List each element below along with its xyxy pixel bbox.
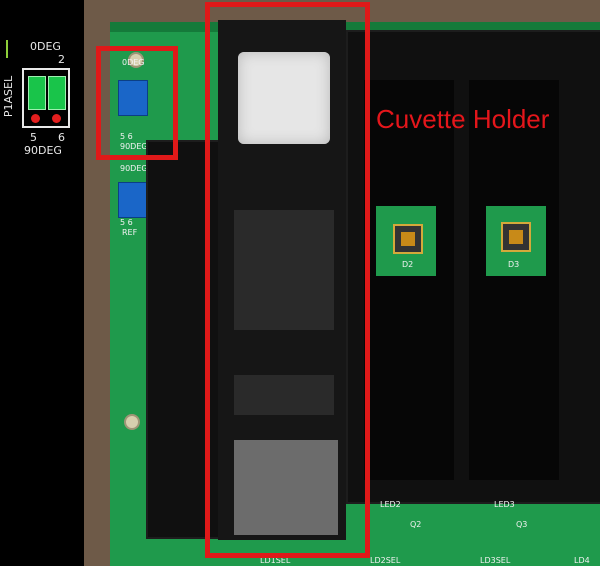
indicator-line [6, 40, 8, 58]
silk-led2: LED2 [380, 500, 401, 509]
silk-90deg-b: 90DEG [120, 164, 148, 173]
jumper-header-p1asel [118, 80, 148, 116]
jumper-diagram [22, 68, 70, 128]
inset-90deg-label: 90DEG [24, 144, 62, 157]
silk-q2: Q2 [410, 520, 422, 529]
photodiode-d3 [501, 222, 531, 252]
silk-0deg: 0DEG [122, 58, 145, 67]
silk-d3: D3 [508, 260, 520, 269]
jumper-schematic-inset: 0DEG 2 P1ASEL 5 6 90DEG [0, 0, 84, 566]
mounting-hole [124, 414, 140, 430]
jumper-pin-5-dot [31, 114, 40, 123]
inset-pin-6-label: 6 [58, 131, 65, 144]
sensor-slot-2 [364, 80, 454, 480]
silk-pins-b: 5 6 [120, 218, 133, 227]
cuvette-holder-highlight-box [205, 2, 370, 558]
silk-led3: LED3 [494, 500, 515, 509]
jumper-pin-6-dot [52, 114, 61, 123]
cuvette-holder-label: Cuvette Holder [376, 104, 550, 134]
silk-90deg-a: 90DEG [120, 142, 148, 151]
inset-pin-5-label: 5 [30, 131, 37, 144]
inset-0deg-label: 0DEG [30, 40, 61, 53]
silk-ref: REF [122, 228, 138, 237]
holder-window [234, 210, 334, 330]
inset-pin-2-label: 2 [58, 53, 65, 66]
jumper-header-ref [118, 182, 148, 218]
inset-p1asel-label: P1ASEL [2, 75, 16, 118]
pcb-photo: 0DEG 5 6 90DEG 90DEG 5 6 REF D2 D3 LED2 … [84, 0, 600, 566]
silk-ld4: LD4 [574, 556, 590, 565]
jumper-highlight-box [96, 46, 178, 160]
jumper-pad-right [48, 76, 66, 110]
silk-q3: Q3 [516, 520, 528, 529]
jumper-pad-left [28, 76, 46, 110]
photodiode-d2 [393, 224, 423, 254]
silk-pins-a: 5 6 [120, 132, 133, 141]
silk-ld2sel: LD2SEL [370, 556, 401, 565]
holder-bottom-block [234, 440, 338, 535]
silk-ld3sel: LD3SEL [480, 556, 511, 565]
silk-ld1sel: LD1SEL [260, 556, 291, 565]
sensor-slot-3 [469, 80, 559, 480]
mounting-hole [128, 52, 144, 68]
cuvette-cap [238, 52, 330, 144]
silk-d2: D2 [402, 260, 414, 269]
